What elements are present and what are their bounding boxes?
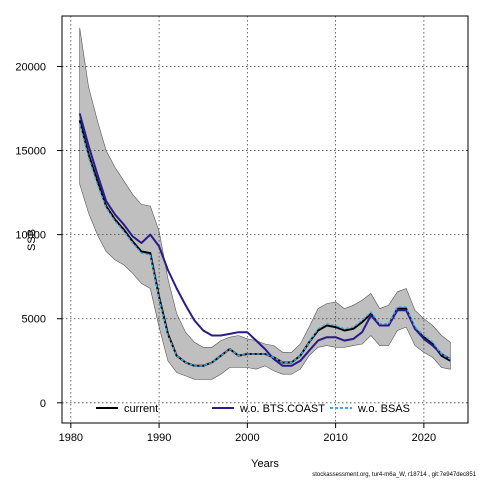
- x-axis-label: Years: [251, 458, 279, 470]
- y-tick-label: 15000: [15, 146, 46, 158]
- x-tick-label: 1990: [147, 432, 171, 444]
- y-tick-label: 20000: [15, 61, 46, 73]
- legend-label: w.o. BSAS: [357, 403, 410, 415]
- y-tick-label: 0: [40, 398, 46, 410]
- x-axis: 1980 1990 2000 2010 2020: [59, 423, 436, 444]
- x-tick-label: 2010: [323, 432, 347, 444]
- y-axis-label: SSB: [26, 229, 38, 251]
- confidence-band: [79, 27, 451, 380]
- y-axis: 0 5000 10000 15000 20000: [15, 61, 62, 410]
- x-tick-label: 1980: [59, 432, 83, 444]
- confidence-band-layer: [79, 27, 451, 380]
- y-tick-label: 10000: [15, 230, 46, 242]
- legend-label: current: [124, 403, 158, 415]
- legend-label: w.o. BTS.COAST: [239, 403, 325, 415]
- legend: current w.o. BTS.COAST w.o. BSAS: [96, 403, 410, 415]
- y-tick-label: 5000: [22, 314, 46, 326]
- x-tick-label: 2020: [412, 432, 436, 444]
- footer-note: stockassessment.org, tur4-m6a_W, r18714 …: [312, 472, 476, 478]
- series-line-w-o-bts-coast: [78, 113, 451, 367]
- plot-frame: [61, 15, 469, 424]
- x-tick-label: 2000: [235, 432, 259, 444]
- series-line-w-o-bsas: [79, 123, 451, 367]
- series-layer: [78, 113, 451, 367]
